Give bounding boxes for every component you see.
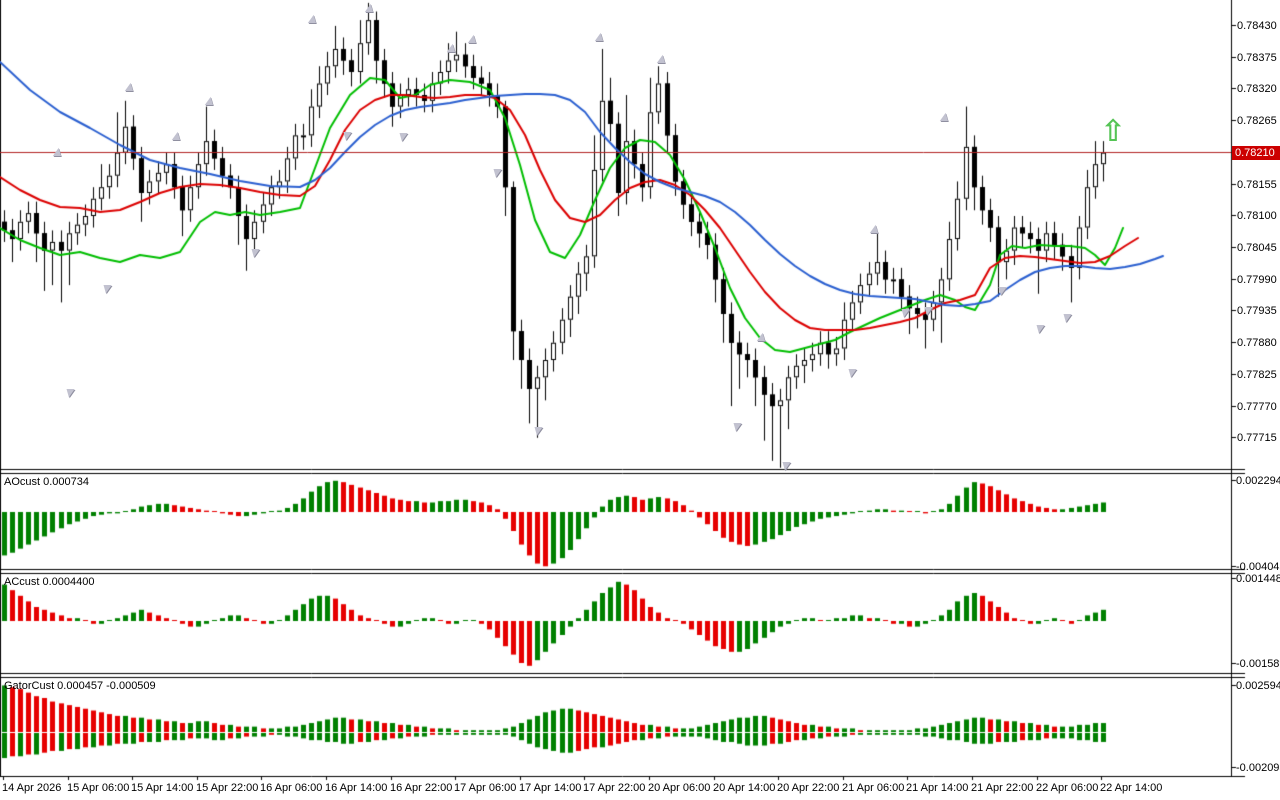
- fractal-down-arrow-icon: ▼: [246, 244, 264, 260]
- price-axis-tick-label: 0.77715: [1237, 432, 1277, 445]
- time-axis-label: 20 Apr 06:00: [648, 782, 711, 794]
- fractal-down-arrow-icon: ▼: [61, 384, 79, 400]
- fractal-down-arrow-icon: ▼: [1031, 320, 1049, 336]
- price-axis-tick-label: 0.78320: [1237, 83, 1277, 96]
- time-axis-label: 17 Apr 14:00: [519, 782, 582, 794]
- time-axis-label: 20 Apr 22:00: [777, 782, 840, 794]
- time-axis-label: 15 Apr 06:00: [67, 782, 130, 794]
- fractal-down-arrow-icon: ▼: [728, 418, 746, 434]
- time-axis-label: 22 Apr 14:00: [1100, 782, 1163, 794]
- time-axis-label: 22 Apr 06:00: [1036, 782, 1099, 794]
- time-axis-label: 15 Apr 14:00: [131, 782, 194, 794]
- fractal-up-arrow-icon: ▲: [361, 0, 379, 15]
- fractal-up-arrow-icon: ▲: [464, 30, 482, 46]
- price-axis-tick-label: 0.78155: [1237, 178, 1277, 191]
- pane-label-aocust: AOcust 0.000734: [4, 476, 90, 488]
- indicator-axis-tick-label: 0.002294: [1236, 475, 1280, 487]
- price-axis-tick-label: 0.77990: [1237, 273, 1277, 286]
- fractal-down-arrow-icon: ▼: [488, 164, 506, 180]
- fractal-up-arrow-icon: ▲: [866, 220, 884, 236]
- time-axis-label: 15 Apr 22:00: [196, 782, 259, 794]
- fractal-up-arrow-icon: ▲: [591, 28, 609, 44]
- fractal-up-arrow-icon: ▲: [443, 39, 461, 55]
- indicator-axis-tick-label: -0.002093: [1236, 762, 1280, 774]
- price-axis-tick-label: 0.78100: [1237, 210, 1277, 223]
- time-axis-label: 16 Apr 22:00: [390, 782, 453, 794]
- time-axis-label: 17 Apr 06:00: [454, 782, 517, 794]
- fractal-up-arrow-icon: ▲: [753, 328, 771, 344]
- pane-label-accust: ACcust 0.0004400: [4, 576, 95, 588]
- fractal-down-arrow-icon: ▼: [993, 282, 1011, 298]
- fractal-up-arrow-icon: ▲: [121, 78, 139, 94]
- fractal-down-arrow-icon: ▼: [529, 422, 547, 438]
- fractal-down-arrow-icon: ▼: [394, 128, 412, 144]
- price-axis-tick-label: 0.78430: [1237, 20, 1277, 32]
- fractal-down-arrow-icon: ▼: [1058, 309, 1076, 325]
- price-axis-tick-label: 0.78045: [1237, 242, 1277, 255]
- time-axis-label: 21 Apr 14:00: [906, 782, 969, 794]
- fractal-down-arrow-icon: ▼: [919, 302, 937, 318]
- price-axis-tick-label: 0.77825: [1237, 368, 1277, 381]
- buy-signal-arrow-icon: ⇧: [1100, 115, 1126, 148]
- fractal-down-arrow-icon: ▼: [843, 364, 861, 380]
- fractal-up-arrow-icon: ▲: [49, 143, 67, 159]
- fractal-up-arrow-icon: ▲: [936, 108, 954, 124]
- price-axis-tick-label: 0.78375: [1237, 51, 1277, 64]
- fractal-up-arrow-icon: ▲: [304, 10, 322, 26]
- price-axis-tick-label: 0.77770: [1237, 400, 1277, 413]
- indicator-axis-tick-label: 0.002594: [1236, 680, 1280, 692]
- fractal-down-arrow-icon: ▼: [777, 457, 795, 473]
- price-axis-tick-label: 0.77935: [1237, 305, 1277, 318]
- indicator-axis-tick-label: -0.0015895: [1236, 658, 1280, 670]
- time-axis-label: 17 Apr 22:00: [583, 782, 646, 794]
- fractal-up-arrow-icon: ▲: [653, 50, 671, 66]
- time-axis-label: 16 Apr 06:00: [260, 782, 323, 794]
- time-axis-label: 20 Apr 14:00: [713, 782, 776, 794]
- indicator-axis-tick-label: -0.004045: [1236, 561, 1280, 573]
- indicator-axis-tick-label: 0.0014485: [1236, 573, 1280, 585]
- time-axis-label: 14 Apr 2026: [2, 782, 62, 794]
- fractal-down-arrow-icon: ▼: [98, 280, 116, 296]
- fractal-down-arrow-icon: ▼: [896, 304, 914, 320]
- price-axis-tick-label: 0.78265: [1237, 115, 1277, 128]
- price-axis-tick-label: 0.77880: [1237, 337, 1277, 350]
- current-price-badge: 0.78210: [1232, 146, 1280, 160]
- fractal-down-arrow-icon: ▼: [338, 127, 356, 143]
- fractal-up-arrow-icon: ▲: [201, 92, 219, 108]
- time-axis-label: 16 Apr 14:00: [325, 782, 388, 794]
- pane-label-gatorcust: GatorCust 0.000457 -0.000509: [4, 680, 156, 692]
- time-axis-label: 21 Apr 06:00: [842, 782, 905, 794]
- fractal-up-arrow-icon: ▲: [168, 127, 186, 143]
- time-axis-label: 21 Apr 22:00: [971, 782, 1034, 794]
